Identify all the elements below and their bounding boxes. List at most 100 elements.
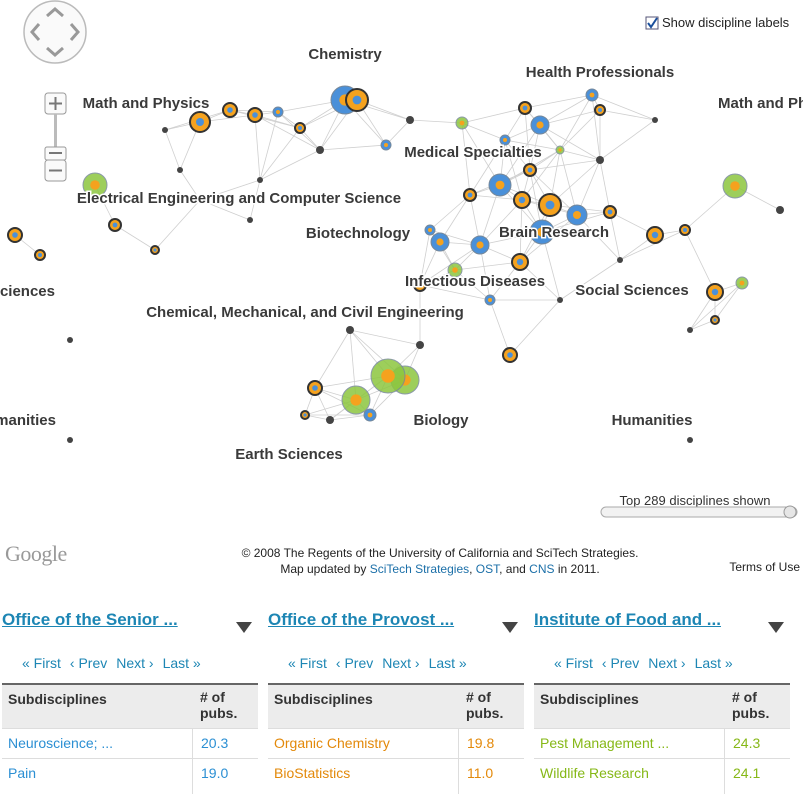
discipline-label[interactable]: Electrical Engineering and Computer Scie… [75,189,402,209]
credit-line: © 2008 The Regents of the University of … [241,546,639,560]
node-core [196,118,204,126]
node-core [589,92,595,98]
pager-link[interactable]: ‹ Prev [335,655,374,671]
pager-link[interactable]: « First [22,655,61,671]
pager-link[interactable]: ‹ Prev [601,655,640,671]
edge [499,124,541,186]
pager-link[interactable]: Next › [116,655,154,671]
discipline-label[interactable]: Brain Research [497,223,610,243]
pager-link[interactable]: Last » [428,655,467,671]
discipline-label[interactable]: Math and Physics [717,94,803,114]
discipline-label[interactable]: Medical Specialties [403,143,544,163]
table-row[interactable]: Pain 19.0 [2,758,258,794]
credit-link[interactable]: OST [475,562,500,576]
pan-control[interactable] [23,0,87,64]
credit-link[interactable]: SciTech Strategies [369,562,470,576]
node [557,297,563,303]
discipline-label[interactable]: Health Professionals [524,63,675,83]
node-core [503,138,507,142]
table-row[interactable]: Wildlife Research 24.1 [534,758,790,794]
pager-link[interactable]: ‹ Prev [69,655,108,671]
pager-link[interactable]: Last » [162,655,201,671]
edge [714,282,743,321]
discipline-label[interactable]: Social Sciences [0,282,57,302]
edge [559,149,578,216]
node-core [522,105,528,111]
pager-link[interactable]: Next › [648,655,686,671]
edge [199,179,261,201]
header-cell: # of pubs. [200,689,238,721]
node [652,117,658,123]
node-core [683,228,687,232]
zoom-control[interactable] [44,92,67,182]
header-cell: # of pubs. [466,689,504,721]
pager-link[interactable]: Last » [694,655,733,671]
discipline-label[interactable]: Chemical, Mechanical, and Civil Engineer… [145,303,466,323]
discipline-label[interactable]: Humanities [0,411,58,431]
table-header: Subdisciplines # of pubs. [534,683,790,728]
node [776,206,784,214]
terms-link[interactable]: Terms of Use [729,560,800,574]
edge [419,229,431,286]
edge [559,259,621,301]
table-header: Subdisciplines # of pubs. [268,683,524,728]
discipline-label[interactable]: Humanities [610,411,694,431]
discipline-label[interactable]: Math and Physics [81,94,211,114]
node-core [436,238,444,246]
node-core [488,298,492,302]
discipline-label[interactable]: Chemistry [307,45,384,65]
labels-checkbox[interactable] [645,16,659,30]
discipline-label[interactable]: Earth Sciences [234,445,345,465]
panel-title[interactable]: Office of the Senior ... [2,610,178,629]
node-core [153,248,157,252]
node-core [252,112,258,118]
node-core [713,318,717,322]
edge [164,129,181,171]
node-core [367,412,373,418]
table-cell: 24.1 [724,759,760,794]
slider[interactable] [600,505,798,519]
edge [591,94,601,161]
edge [539,109,601,126]
panel-title[interactable]: Institute of Food and ... [534,610,721,629]
table-row[interactable]: BioStatistics 11.0 [268,758,524,794]
table-row[interactable]: Pest Management ... 24.3 [534,728,790,764]
table-row[interactable]: Neuroscience; ... 20.3 [2,728,258,764]
panel-menu[interactable] [236,622,252,633]
panel-title[interactable]: Office of the Provost ... [268,610,455,629]
edge [599,109,656,121]
checkbox-label[interactable]: Show discipline labels [662,15,790,30]
pager: « First ‹ Prev Next › Last » [288,655,476,671]
node-core [476,241,484,249]
discipline-label[interactable]: Biotechnology [304,224,412,244]
edge [409,119,463,124]
node [177,167,183,173]
edge [684,229,716,293]
edge [529,159,601,171]
node-core [352,95,362,105]
edge [609,211,621,261]
pager-link[interactable]: « First [288,655,327,671]
credits: © 2008 The Regents of the University of … [200,545,680,577]
science-map[interactable]: Chemistry Health Professionals Math and Ph… [0,0,803,530]
node-core [417,282,423,288]
panel-menu[interactable] [502,622,518,633]
node [247,217,253,223]
node-core [739,280,745,286]
discipline-label[interactable]: Social Sciences [574,281,690,301]
node-core [12,232,18,238]
pager-link[interactable]: Next › [382,655,420,671]
discipline-label[interactable]: Biology [412,411,471,431]
table-cell: 19.8 [458,729,494,764]
pager-link[interactable]: « First [554,655,593,671]
panel-menu[interactable] [768,622,784,633]
table-row[interactable]: Organic Chemistry 19.8 [268,728,524,764]
node [67,337,73,343]
node [162,127,168,133]
edge [504,139,561,151]
google-logo[interactable]: Google [5,541,67,566]
discipline-label[interactable]: Infectious Diseases [403,272,546,292]
node [316,146,324,154]
node-core [598,108,602,112]
credit-link[interactable]: CNS [529,562,555,576]
